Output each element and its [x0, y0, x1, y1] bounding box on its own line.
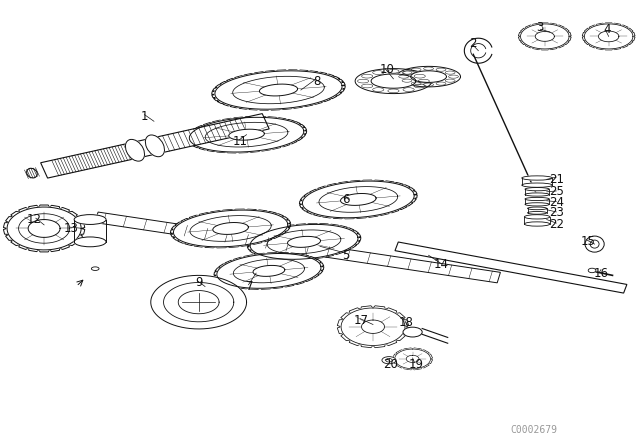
Text: 14: 14 — [434, 258, 449, 271]
Text: 9: 9 — [195, 276, 202, 289]
Ellipse shape — [525, 188, 549, 191]
Polygon shape — [173, 210, 288, 247]
Ellipse shape — [527, 211, 547, 214]
Polygon shape — [520, 24, 569, 49]
Ellipse shape — [525, 203, 549, 206]
Ellipse shape — [524, 215, 550, 219]
Text: 6: 6 — [342, 193, 349, 206]
Ellipse shape — [125, 139, 145, 161]
Polygon shape — [228, 129, 264, 140]
Polygon shape — [7, 207, 81, 250]
Ellipse shape — [74, 215, 106, 224]
Polygon shape — [250, 224, 358, 259]
Polygon shape — [151, 276, 246, 329]
Polygon shape — [395, 349, 431, 369]
Ellipse shape — [527, 207, 547, 210]
Ellipse shape — [590, 240, 599, 248]
Polygon shape — [355, 69, 432, 94]
Polygon shape — [215, 71, 342, 109]
Text: 23: 23 — [549, 207, 564, 220]
Polygon shape — [253, 265, 285, 276]
Text: 11: 11 — [233, 135, 248, 148]
Text: 7: 7 — [246, 280, 253, 293]
Text: 18: 18 — [399, 316, 413, 329]
Text: 3: 3 — [536, 21, 544, 34]
Ellipse shape — [522, 183, 552, 187]
Ellipse shape — [525, 193, 549, 196]
Text: 22: 22 — [548, 217, 564, 231]
Text: 1: 1 — [141, 110, 148, 123]
Text: 17: 17 — [354, 314, 369, 327]
Text: 2: 2 — [470, 37, 477, 50]
Polygon shape — [371, 74, 416, 88]
Polygon shape — [340, 194, 376, 205]
Ellipse shape — [382, 357, 396, 364]
Ellipse shape — [27, 168, 37, 178]
Ellipse shape — [403, 327, 422, 337]
Polygon shape — [411, 71, 447, 82]
Polygon shape — [28, 220, 60, 237]
Ellipse shape — [386, 358, 392, 362]
Text: 25: 25 — [549, 185, 564, 198]
Polygon shape — [406, 355, 419, 362]
Polygon shape — [535, 31, 554, 41]
Ellipse shape — [524, 222, 550, 226]
Text: C0002679: C0002679 — [511, 425, 557, 435]
Ellipse shape — [585, 236, 604, 252]
Polygon shape — [341, 308, 405, 345]
Polygon shape — [189, 117, 304, 152]
Polygon shape — [259, 84, 298, 96]
Ellipse shape — [588, 268, 596, 273]
Text: 16: 16 — [593, 267, 609, 280]
Polygon shape — [397, 66, 461, 87]
Ellipse shape — [74, 237, 106, 247]
Text: 4: 4 — [604, 23, 611, 36]
Text: 21: 21 — [548, 173, 564, 186]
Ellipse shape — [522, 176, 552, 180]
Text: 8: 8 — [313, 74, 321, 88]
Text: 12: 12 — [26, 213, 42, 226]
Polygon shape — [598, 31, 619, 42]
Polygon shape — [287, 237, 321, 247]
Text: 13: 13 — [63, 222, 78, 235]
Ellipse shape — [145, 135, 164, 157]
Text: 24: 24 — [548, 196, 564, 209]
Text: 20: 20 — [383, 358, 397, 371]
Ellipse shape — [525, 198, 549, 201]
Polygon shape — [41, 114, 269, 178]
Text: 5: 5 — [342, 249, 349, 262]
Polygon shape — [362, 320, 385, 333]
Polygon shape — [303, 181, 414, 218]
Polygon shape — [178, 291, 219, 314]
Ellipse shape — [92, 267, 99, 271]
Polygon shape — [217, 254, 321, 289]
Polygon shape — [95, 212, 500, 283]
Polygon shape — [213, 223, 248, 234]
Text: 15: 15 — [580, 235, 596, 248]
Polygon shape — [584, 24, 633, 49]
Polygon shape — [395, 242, 627, 293]
Text: 10: 10 — [380, 64, 394, 77]
Text: 19: 19 — [408, 358, 423, 371]
